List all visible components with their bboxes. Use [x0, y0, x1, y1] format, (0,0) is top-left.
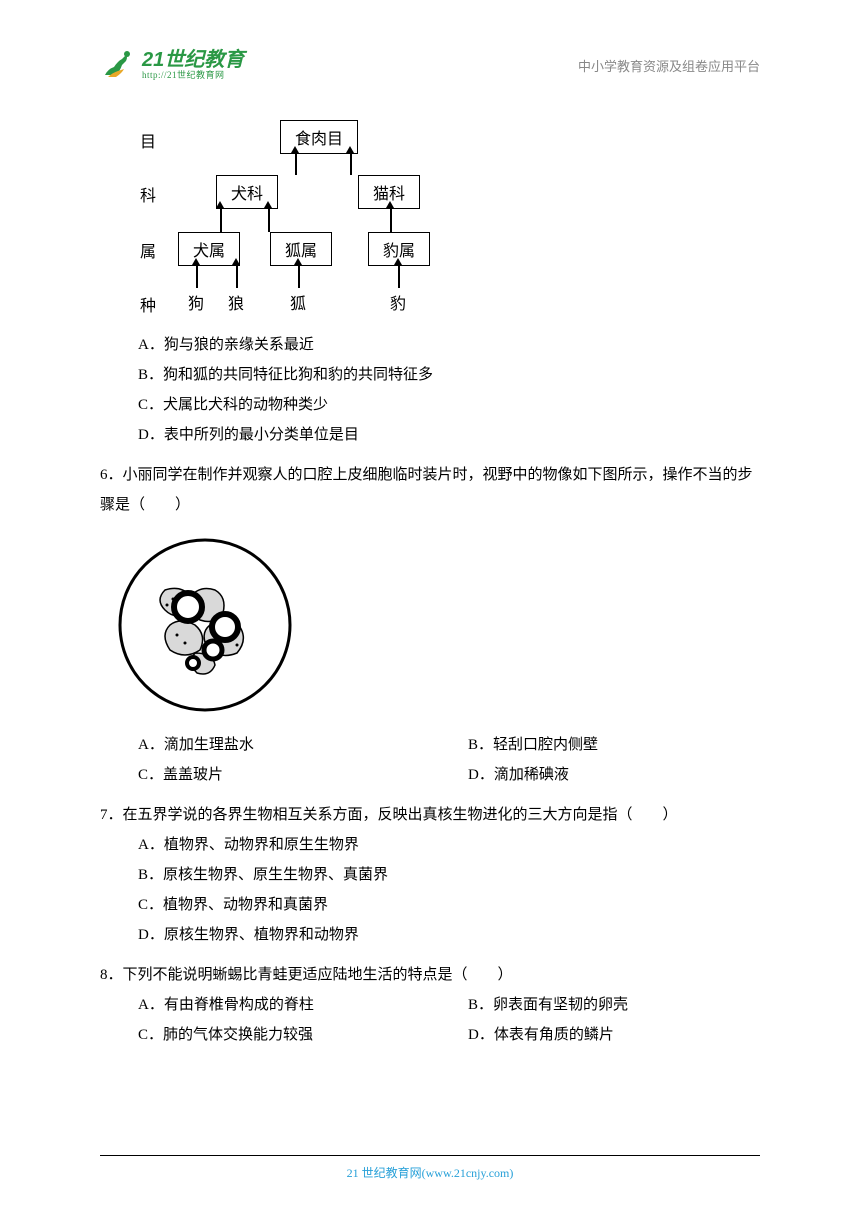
arrow-icon: [236, 264, 238, 288]
q6-stem: 6．小丽同学在制作并观察人的口腔上皮细胞临时装片时，视野中的物像如下图所示，操作…: [100, 460, 760, 520]
option-d: D．表中所列的最小分类单位是目: [100, 420, 760, 450]
q8-stem: 8．下列不能说明蜥蜴比青蛙更适应陆地生活的特点是（ ）: [100, 960, 760, 990]
tree-row-label: 目: [140, 128, 156, 152]
option-c: C．盖盖玻片: [100, 760, 430, 790]
option-b: B．卵表面有坚韧的卵壳: [430, 990, 760, 1020]
logo-icon: [100, 47, 136, 83]
option-d: D．滴加稀碘液: [430, 760, 760, 790]
option-b: B．原核生物界、原生生物界、真菌界: [100, 860, 760, 890]
arrow-icon: [298, 264, 300, 288]
logo: 21世纪教育 http://21世纪教育网: [100, 47, 244, 83]
cell-microscope-image: [115, 535, 760, 720]
content-area: 目 科 属 种 食肉目 犬科 猫科 犬属 狐属 豹属 狗 狼 狐 豹 A．狗与狼…: [100, 120, 760, 1050]
option-a: A．有由脊椎骨构成的脊柱: [100, 990, 430, 1020]
logo-main-text: 21世纪教育: [142, 49, 244, 71]
footer-divider: [100, 1155, 760, 1156]
arrow-icon: [390, 207, 392, 232]
arrow-icon: [196, 264, 198, 288]
option-a: A．滴加生理盐水: [100, 730, 430, 760]
header-right-text: 中小学教育资源及组卷应用平台: [578, 56, 760, 75]
arrow-icon: [268, 207, 270, 232]
tree-row-label: 种: [140, 292, 156, 316]
tree-row-label: 科: [140, 182, 156, 206]
arrow-icon: [220, 207, 222, 232]
q8-options-row1: A．有由脊椎骨构成的脊柱 B．卵表面有坚韧的卵壳: [100, 990, 760, 1020]
option-d: D．原核生物界、植物界和动物界: [100, 920, 760, 950]
tree-leaf: 豹: [390, 290, 406, 314]
footer-text: 21 世纪教育网(www.21cnjy.com): [0, 1164, 860, 1181]
q7-stem: 7．在五界学说的各界生物相互关系方面，反映出真核生物进化的三大方向是指（ ）: [100, 800, 760, 830]
option-a: A．狗与狼的亲缘关系最近: [100, 330, 760, 360]
q8: 8．下列不能说明蜥蜴比青蛙更适应陆地生活的特点是（ ） A．有由脊椎骨构成的脊柱…: [100, 960, 760, 1050]
tree-row-label: 属: [140, 238, 156, 262]
page-header: 21世纪教育 http://21世纪教育网 中小学教育资源及组卷应用平台: [0, 40, 860, 90]
tree-leaf: 狐: [290, 290, 306, 314]
option-b: B．轻刮口腔内侧壁: [430, 730, 760, 760]
option-c: C．植物界、动物界和真菌界: [100, 890, 760, 920]
tree-leaf: 狼: [228, 290, 244, 314]
tree-leaf: 狗: [188, 290, 204, 314]
option-c: C．犬属比犬科的动物种类少: [100, 390, 760, 420]
page-footer: 21 世纪教育网(www.21cnjy.com): [0, 1155, 860, 1181]
logo-text: 21世纪教育 http://21世纪教育网: [142, 49, 244, 81]
q5-options: A．狗与狼的亲缘关系最近 B．狗和狐的共同特征比狗和豹的共同特征多 C．犬属比犬…: [100, 330, 760, 450]
arrow-icon: [350, 152, 352, 175]
q6-options-row2: C．盖盖玻片 D．滴加稀碘液: [100, 760, 760, 790]
option-a: A．植物界、动物界和原生生物界: [100, 830, 760, 860]
classification-tree-diagram: 目 科 属 种 食肉目 犬科 猫科 犬属 狐属 豹属 狗 狼 狐 豹: [140, 120, 490, 320]
q6: 6．小丽同学在制作并观察人的口腔上皮细胞临时装片时，视野中的物像如下图所示，操作…: [100, 460, 760, 790]
arrow-icon: [295, 152, 297, 175]
arrow-icon: [398, 264, 400, 288]
option-b: B．狗和狐的共同特征比狗和豹的共同特征多: [100, 360, 760, 390]
q8-options-row2: C．肺的气体交换能力较强 D．体表有角质的鳞片: [100, 1020, 760, 1050]
q7: 7．在五界学说的各界生物相互关系方面，反映出真核生物进化的三大方向是指（ ） A…: [100, 800, 760, 950]
q6-options-row1: A．滴加生理盐水 B．轻刮口腔内侧壁: [100, 730, 760, 760]
option-c: C．肺的气体交换能力较强: [100, 1020, 430, 1050]
tree-node: 犬属: [178, 232, 240, 266]
logo-sub-text: http://21世纪教育网: [142, 71, 244, 81]
option-d: D．体表有角质的鳞片: [430, 1020, 760, 1050]
